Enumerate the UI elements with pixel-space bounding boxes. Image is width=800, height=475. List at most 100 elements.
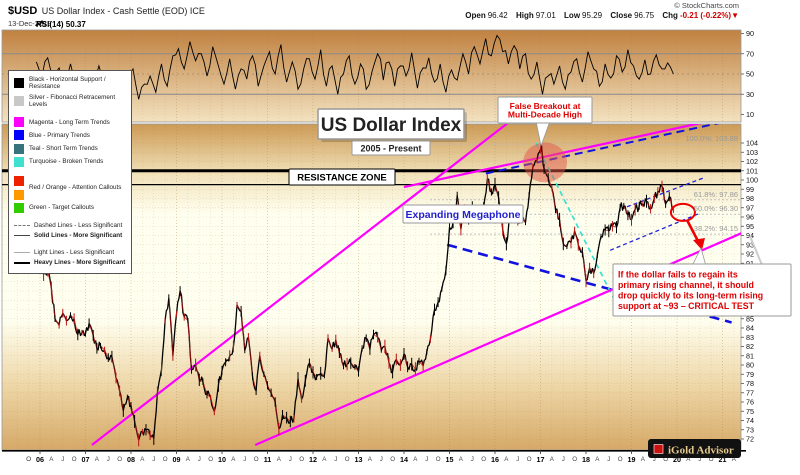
price-axis-label: 103 xyxy=(746,148,758,157)
x-month-label: O xyxy=(72,456,77,463)
x-month-label: O xyxy=(254,456,259,463)
resistance-zone-label-box xyxy=(288,168,396,186)
x-year-label: 07 xyxy=(82,455,90,464)
chg-value: -0.21 (-0.22%) xyxy=(679,11,732,20)
legend-line-sample xyxy=(14,235,30,237)
critical-test-callout-text: drop quickly to its long-term rising xyxy=(618,291,763,301)
x-month-label: J xyxy=(380,456,383,463)
x-month-label: J xyxy=(198,456,201,463)
down-triangle-icon: ▼ xyxy=(731,11,739,20)
x-month-label: O xyxy=(663,456,668,463)
legend-label: Green - Target Callouts xyxy=(29,204,94,212)
legend-item-0: Black - Horizontal Support / Resistance xyxy=(14,76,127,90)
false-breakout-callout-text: False Breakout at xyxy=(510,101,581,111)
ohlc-quote: Open 96.42 High 97.01 Low 95.29 Close 96.75 … xyxy=(459,11,739,21)
x-year-label: 14 xyxy=(400,455,408,464)
x-month-label: J xyxy=(698,456,701,463)
x-month-label: A xyxy=(732,456,737,463)
broken-steep-turquoise-trendline xyxy=(535,142,624,318)
close-value: 96.75 xyxy=(634,11,655,20)
quote-header: © StockCharts.com Open 96.42 High 97.01 Lo… xyxy=(459,1,739,21)
high-value: 97.01 xyxy=(535,11,556,20)
drop-arrow-shaft xyxy=(685,219,701,244)
price-axis-label: 101 xyxy=(746,166,758,175)
x-year-label: 21 xyxy=(719,455,727,464)
legend-swatch xyxy=(14,130,24,141)
rsi-axis-label: 70 xyxy=(746,49,754,58)
chg-label: Chg xyxy=(662,11,678,20)
price-axis-label: 76 xyxy=(746,398,754,407)
resistance-zone-label-text: RESISTANCE ZONE xyxy=(297,173,387,184)
x-year-label: 13 xyxy=(355,455,363,464)
x-month-label: J xyxy=(562,456,565,463)
critical-test-callout-tail xyxy=(749,235,763,266)
x-year-label: 06 xyxy=(36,455,44,464)
rsi-axis-label: 50 xyxy=(746,70,754,79)
price-axis-label: 72 xyxy=(746,435,754,444)
x-year-label: 17 xyxy=(537,455,545,464)
rsi-series-line xyxy=(35,34,674,100)
price-axis-label: 100 xyxy=(746,176,758,185)
legend-item-2: Magenta - Long Term Trends xyxy=(14,117,127,128)
x-month-label: J xyxy=(61,456,64,463)
legend-swatch xyxy=(14,156,24,167)
price-axis-label: 99 xyxy=(746,185,754,194)
chart-subtitle-callout-text: 2005 - Present xyxy=(360,143,421,153)
chart-date: 13-Dec-2019 xyxy=(8,18,52,28)
legend-item-1: Silver - Fibonacci Retracement Levels xyxy=(14,94,127,108)
price-axis-label: 97 xyxy=(746,203,754,212)
legend-item-3: Blue - Primary Trends xyxy=(14,130,127,141)
x-year-label: 18 xyxy=(582,455,590,464)
legend-item-5: Turquoise - Broken Trends xyxy=(14,156,127,167)
chart-header: $USD US Dollar Index - Cash Settle (EOD)… xyxy=(8,1,205,28)
price-axis-label: 91 xyxy=(746,259,754,268)
legend-swatch xyxy=(14,117,24,128)
open-label: Open xyxy=(465,11,486,20)
x-month-label: A xyxy=(550,456,555,463)
x-year-label: 10 xyxy=(218,455,226,464)
legend-line-sample xyxy=(14,224,30,226)
drop-arrow-head xyxy=(693,238,705,250)
x-month-label: J xyxy=(516,456,519,463)
x-month-label: J xyxy=(243,456,246,463)
x-month-label: A xyxy=(595,456,600,463)
price-axis-label: 73 xyxy=(746,425,754,434)
x-month-label: A xyxy=(686,456,691,463)
rsi-axis-label: 90 xyxy=(746,29,754,38)
price-axis-label: 75 xyxy=(746,407,754,416)
x-month-label: O xyxy=(572,456,577,463)
x-month-label: O xyxy=(390,456,395,463)
x-month-label: A xyxy=(368,456,373,463)
legend-item-8: Dashed Lines - Less Significant xyxy=(14,222,127,229)
legend-label: Teal - Short Term Trends xyxy=(29,144,98,152)
x-month-label: O xyxy=(299,456,304,463)
critical-test-callout-text: support at ~93 – CRITICAL TEST xyxy=(618,301,755,311)
x-month-label: O xyxy=(481,456,486,463)
ticker-symbol: $USD xyxy=(8,5,38,17)
rsi-value: 50.37 xyxy=(65,20,86,29)
x-year-label: 20 xyxy=(673,455,681,464)
watermark-box xyxy=(648,439,741,458)
x-month-label: O xyxy=(436,456,441,463)
expanding-megaphone-label-text: Expanding Megaphone xyxy=(406,209,521,221)
x-month-label: A xyxy=(231,456,236,463)
rsi-axis-label: 30 xyxy=(746,90,754,99)
price-axis-label: 93 xyxy=(746,240,754,249)
chart-title-callout-box xyxy=(317,108,465,140)
x-month-label: O xyxy=(618,456,623,463)
copyright: © StockCharts.com xyxy=(674,1,739,10)
close-label: Close xyxy=(610,11,633,20)
x-tick-label: O xyxy=(26,456,31,463)
x-month-label: A xyxy=(277,456,282,463)
price-axis-label: 77 xyxy=(746,388,754,397)
fib-label: 100.0%: 103.88 xyxy=(685,134,738,143)
x-month-label: O xyxy=(709,456,714,463)
legend-label: Turquoise - Broken Trends xyxy=(29,158,104,166)
price-axis-label: 85 xyxy=(746,314,754,323)
legend-swatch xyxy=(14,202,24,213)
rsi-indicator-label: RSI(14) 50.37 xyxy=(36,20,86,29)
x-year-label: 19 xyxy=(628,455,636,464)
x-year-label: 09 xyxy=(173,455,181,464)
price-axis-label: 104 xyxy=(746,139,758,148)
x-month-label: A xyxy=(322,456,327,463)
